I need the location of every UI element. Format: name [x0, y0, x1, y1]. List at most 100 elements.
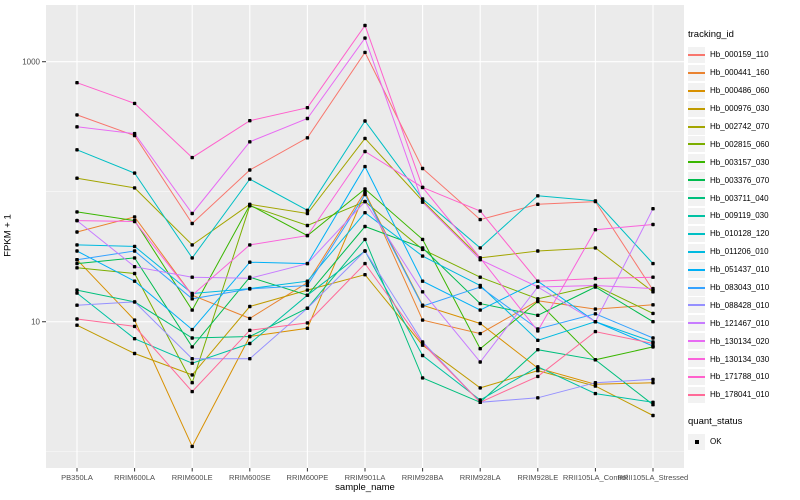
legend-item-label: Hb_130134_030 — [710, 354, 770, 364]
legend-key-line — [688, 89, 705, 92]
data-point — [363, 136, 367, 141]
data-point — [593, 329, 598, 334]
data-point — [132, 271, 137, 276]
legend-key-swatch — [688, 315, 705, 332]
data-point — [305, 116, 310, 121]
y-tick-label: 10 — [31, 318, 40, 327]
data-point — [132, 219, 137, 224]
x-tick-label: RRIM600LE — [172, 473, 213, 482]
data-point — [478, 331, 482, 336]
legend-key-swatch — [688, 368, 705, 385]
data-point — [651, 303, 655, 307]
data-point — [248, 334, 252, 339]
data-point — [305, 279, 310, 283]
data-point — [363, 164, 367, 169]
data-point — [190, 389, 194, 394]
data-point — [420, 185, 425, 190]
data-point — [651, 286, 655, 291]
data-point — [651, 413, 655, 418]
data-point — [132, 318, 137, 322]
data-point — [593, 312, 598, 316]
data-point — [593, 307, 598, 311]
x-tick-label: RRIM928BA — [402, 473, 444, 482]
legend-key-swatch — [688, 225, 705, 242]
legend-item-label: Hb_130134_020 — [710, 336, 770, 346]
data-point — [363, 50, 367, 55]
data-point — [478, 275, 482, 279]
data-point — [420, 254, 425, 258]
legend-item-Hb_171788_010: Hb_171788_010 — [688, 368, 798, 386]
legend-item-Hb_051437_010: Hb_051437_010 — [688, 261, 798, 279]
data-point — [305, 321, 310, 325]
data-point — [132, 337, 137, 341]
legend-key-line — [688, 393, 705, 396]
legend-key-swatch — [688, 243, 705, 260]
data-point — [305, 293, 310, 297]
data-point — [478, 360, 482, 364]
x-axis-title: sample_name — [335, 482, 395, 493]
data-point — [248, 341, 252, 346]
legend-key-line — [688, 214, 705, 217]
data-point — [190, 357, 194, 361]
data-point — [75, 288, 79, 292]
legend-item-Hb_003157_030: Hb_003157_030 — [688, 153, 798, 171]
legend-item-Hb_121467_010: Hb_121467_010 — [688, 314, 798, 332]
data-point — [420, 166, 425, 171]
data-point — [536, 297, 540, 301]
legend-key-swatch — [688, 154, 705, 171]
data-point — [75, 81, 79, 85]
gridlines — [46, 5, 684, 468]
legend-item-label: Hb_000159_110 — [710, 50, 769, 60]
data-point — [305, 288, 310, 292]
data-point — [536, 338, 540, 342]
legend-key-line — [688, 250, 705, 253]
data-point — [75, 317, 79, 321]
data-point — [75, 291, 79, 295]
data-point — [75, 258, 79, 262]
legend-item-Hb_088428_010: Hb_088428_010 — [688, 296, 798, 314]
data-point — [190, 373, 194, 377]
y-axis-title: FPKM + 1 — [2, 214, 14, 257]
legend-key-line — [688, 179, 705, 182]
legend-key-point — [694, 439, 699, 444]
data-point — [420, 197, 425, 201]
data-point — [651, 344, 655, 348]
data-point — [248, 276, 252, 280]
data-point — [651, 377, 655, 382]
data-point — [132, 324, 137, 329]
x-tick-label: RRII105LA_Control — [563, 473, 628, 482]
data-point — [132, 351, 137, 356]
x-tick-label: RRII105LA_Stressed — [618, 473, 688, 482]
legend-item-Hb_000159_110: Hb_000159_110 — [688, 46, 798, 64]
data-point — [478, 321, 482, 326]
data-point — [305, 261, 310, 266]
data-point — [248, 287, 252, 291]
data-point — [75, 125, 79, 129]
data-point — [651, 261, 655, 266]
data-point — [75, 261, 79, 266]
legend-key-line — [688, 322, 705, 325]
legend-item-label: Hb_171788_010 — [710, 372, 770, 382]
legend-key-swatch — [688, 297, 705, 314]
data-point — [478, 386, 482, 390]
data-point — [651, 311, 655, 316]
data-point — [536, 396, 540, 400]
legend-item-Hb_130134_020: Hb_130134_020 — [688, 332, 798, 350]
legend-item-label: Hb_000441_160 — [710, 68, 770, 78]
x-tick-label: RRIM600SE — [229, 473, 271, 482]
legend-key-swatch — [688, 190, 705, 207]
data-point — [190, 256, 194, 260]
data-point — [363, 249, 367, 253]
data-point — [190, 211, 194, 216]
legend-item-OK: OK — [688, 433, 798, 451]
data-point — [305, 223, 310, 228]
data-point — [478, 256, 482, 260]
legend-item-label: Hb_000976_030 — [710, 104, 770, 114]
legend-tracking-id-title: tracking_id — [688, 29, 734, 40]
legend-item-label: Hb_002742_070 — [710, 122, 770, 131]
legend-key-line — [688, 375, 705, 378]
legend-item-Hb_003376_070: Hb_003376_070 — [688, 171, 798, 189]
data-point — [420, 200, 425, 204]
legend-item-label: Hb_051437_010 — [710, 265, 770, 275]
legend-item-label: Hb_178041_010 — [710, 390, 770, 400]
